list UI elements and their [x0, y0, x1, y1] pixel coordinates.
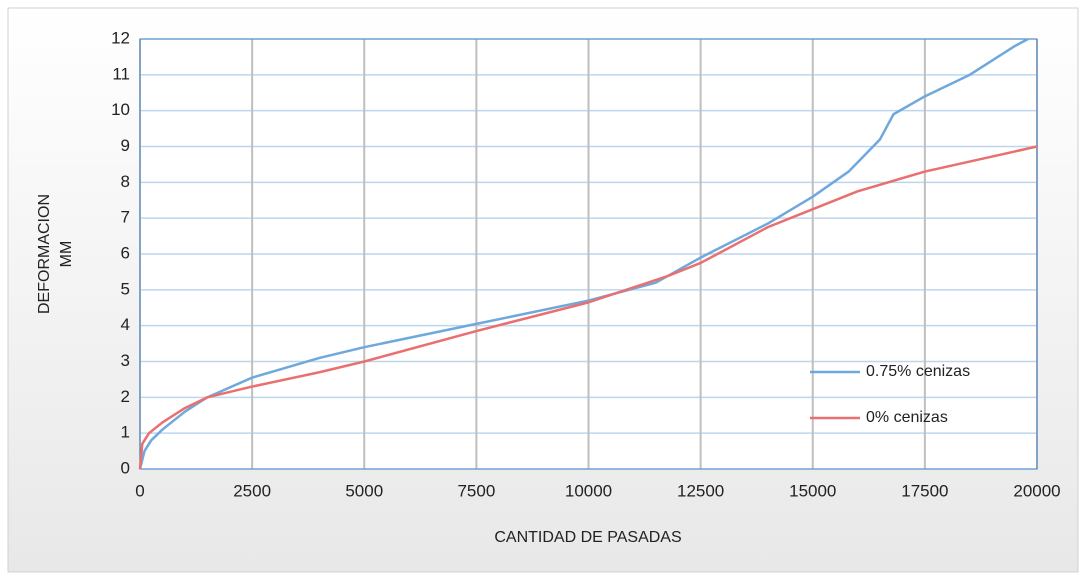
x-tick-label: 12500: [677, 481, 724, 500]
x-axis-title: CANTIDAD DE PASADAS: [494, 529, 681, 546]
legend-text: 0.75% cenizas: [866, 363, 970, 380]
x-tick-label: 10000: [565, 481, 612, 500]
y-tick-label: 3: [121, 351, 130, 370]
x-tick-label: 7500: [457, 481, 495, 500]
y-tick-label: 6: [121, 243, 130, 262]
x-tick-label: 20000: [1013, 481, 1060, 500]
x-tick-label: 2500: [233, 481, 271, 500]
y-tick-label: 1: [121, 423, 130, 442]
x-tick-label: 15000: [789, 481, 836, 500]
plot-border: [139, 38, 1038, 470]
y-tick-label: 8: [121, 172, 130, 191]
x-tick-label: 5000: [345, 481, 383, 500]
y-axis-title: DEFORMACION: [36, 194, 53, 314]
y-tick-label: 5: [121, 279, 130, 298]
line-series: [138, 145, 1038, 470]
y-tick-label: 11: [112, 64, 130, 83]
legend-text: 0% cenizas: [866, 409, 948, 426]
y-tick-label: 7: [121, 208, 130, 227]
y-tick-label: 4: [121, 315, 130, 334]
y-tick-label: 12: [111, 28, 130, 47]
y-tick-label: 2: [121, 387, 130, 406]
y-axis-title: MM: [58, 241, 75, 268]
x-tick-label: 0: [135, 481, 144, 500]
y-tick-label: 9: [121, 136, 130, 155]
y-tick-label: 0: [121, 458, 130, 477]
y-tick-label: 10: [111, 100, 130, 119]
x-tick-label: 17500: [901, 481, 948, 500]
